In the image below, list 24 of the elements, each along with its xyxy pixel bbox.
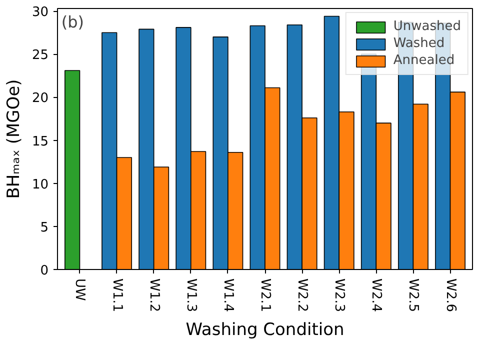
x-tick-label: W2.6 [442, 278, 458, 312]
x-tick-label: W2.1 [258, 278, 272, 312]
y-tick-label: 10 [32, 177, 49, 192]
x-axis-title: Washing Condition [186, 320, 344, 340]
x-tick-label: W2.2 [294, 278, 310, 312]
x-tick-label: UW [72, 278, 88, 302]
x-tick-label: W2.4 [368, 278, 384, 312]
x-tick-label: W2.3 [332, 278, 347, 312]
y-tick-label: 30 [32, 5, 49, 20]
x-tick-label: W2.5 [406, 278, 421, 312]
legend-label: Annealed [393, 53, 455, 68]
x-tick-label: W1.3 [183, 278, 198, 312]
legend-label: Unwashed [393, 19, 461, 34]
annotation: (b) [61, 12, 84, 32]
x-tick-label: W1.2 [146, 278, 162, 312]
y-tick-label: 15 [32, 134, 49, 150]
legend-label: Washed [393, 36, 445, 51]
x-tick-label: W1.1 [109, 278, 124, 312]
y-tick-label: 5 [40, 220, 49, 236]
y-tick-label: 20 [32, 91, 49, 106]
y-tick-label: 0 [40, 264, 49, 278]
y-axis-title: BHₘₐₓ (MGOe) [4, 79, 24, 199]
y-tick-label: 25 [32, 48, 49, 64]
x-tick-label: W1.4 [220, 278, 236, 312]
